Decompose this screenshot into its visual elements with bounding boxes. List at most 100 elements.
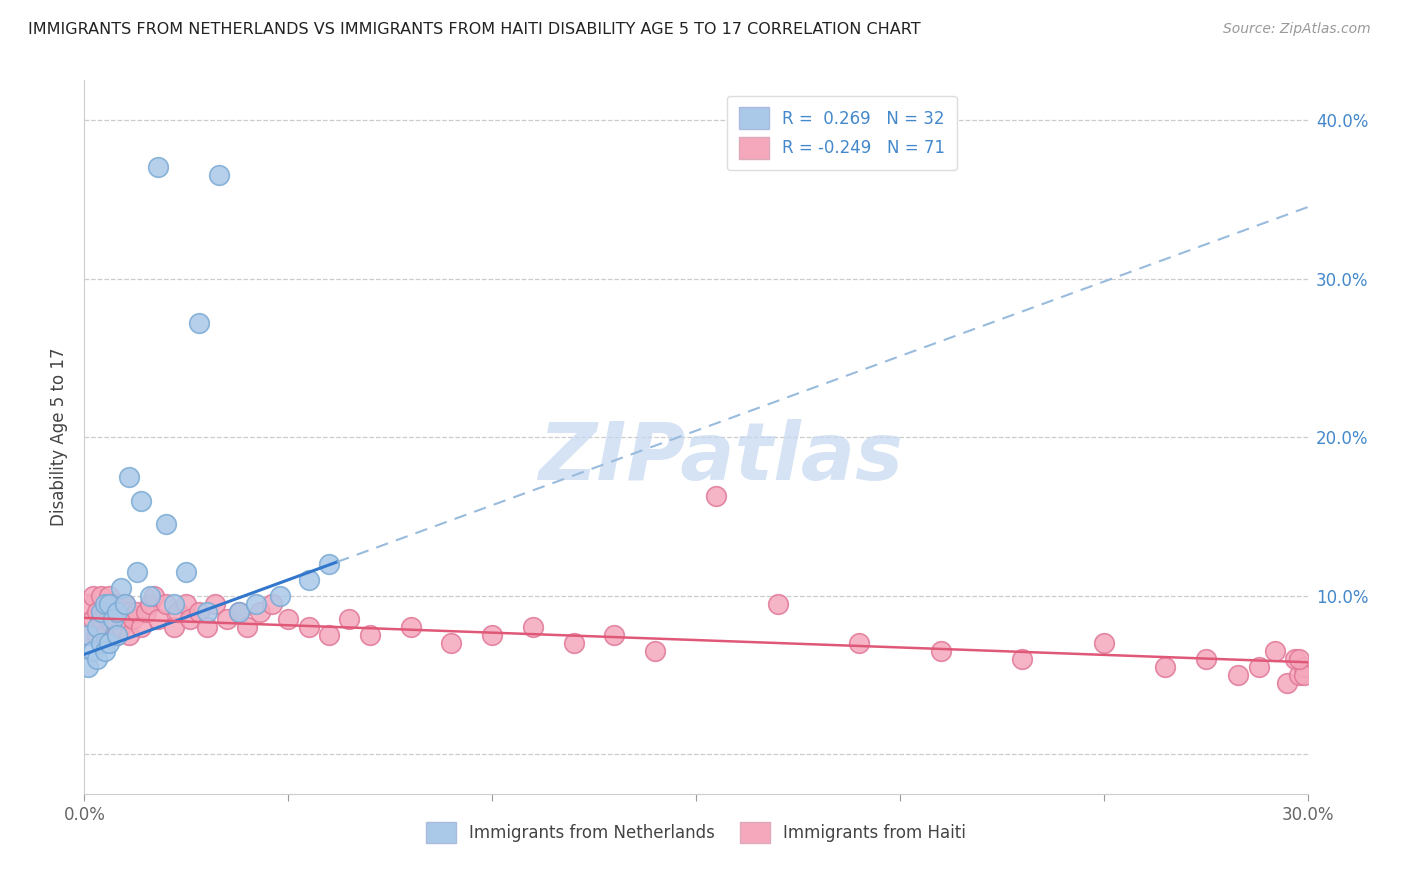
Point [1288, 668, 1310, 682]
Point [118, 628, 141, 642]
Point [249, 605, 271, 619]
Point [110, 597, 132, 611]
Point [122, 612, 145, 626]
Point [93, 628, 115, 642]
Point [1195, 652, 1218, 666]
Point [101, 597, 124, 611]
Point [114, 597, 136, 611]
Point [97, 612, 120, 626]
Point [706, 489, 728, 503]
Point [179, 612, 201, 626]
Point [93, 605, 115, 619]
Point [195, 605, 218, 619]
Point [110, 581, 132, 595]
Point [82, 644, 104, 658]
Point [127, 565, 149, 579]
Point [82, 589, 104, 603]
Point [131, 493, 153, 508]
Point [110, 620, 132, 634]
Point [228, 605, 250, 619]
Point [90, 612, 112, 626]
Point [135, 605, 157, 619]
Point [1264, 644, 1286, 658]
Point [77, 597, 100, 611]
Point [1092, 636, 1115, 650]
Point [118, 605, 141, 619]
Point [217, 612, 239, 626]
Point [86, 652, 108, 666]
Point [90, 636, 112, 650]
Point [481, 628, 503, 642]
Point [105, 605, 128, 619]
Point [86, 620, 108, 634]
Point [114, 612, 136, 626]
Point [77, 628, 100, 642]
Point [1154, 660, 1177, 674]
Point [318, 628, 340, 642]
Point [1011, 652, 1033, 666]
Point [1277, 676, 1299, 690]
Point [228, 605, 250, 619]
Point [86, 628, 108, 642]
Point [155, 597, 177, 611]
Point [195, 620, 218, 634]
Point [1284, 652, 1306, 666]
Point [77, 660, 100, 674]
Point [1247, 660, 1270, 674]
Point [522, 620, 544, 634]
Point [929, 644, 952, 658]
Point [86, 605, 108, 619]
Point [138, 589, 160, 603]
Point [187, 316, 209, 330]
Point [208, 169, 231, 183]
Point [114, 597, 136, 611]
Point [90, 605, 112, 619]
Point [127, 605, 149, 619]
Point [1292, 660, 1315, 674]
Point [101, 620, 124, 634]
Point [93, 597, 115, 611]
Point [138, 597, 160, 611]
Point [163, 620, 186, 634]
Point [146, 612, 169, 626]
Point [318, 557, 340, 571]
Point [277, 612, 299, 626]
Point [245, 597, 267, 611]
Text: ZIPatlas: ZIPatlas [538, 419, 903, 498]
Point [187, 605, 209, 619]
Point [97, 597, 120, 611]
Point [260, 597, 283, 611]
Point [236, 620, 259, 634]
Point [174, 565, 197, 579]
Point [174, 597, 197, 611]
Legend: Immigrants from Netherlands, Immigrants from Haiti: Immigrants from Netherlands, Immigrants … [419, 815, 973, 850]
Point [204, 597, 226, 611]
Point [440, 636, 463, 650]
Text: Source: ZipAtlas.com: Source: ZipAtlas.com [1223, 22, 1371, 37]
Point [269, 589, 291, 603]
Point [97, 636, 120, 650]
Point [1227, 668, 1250, 682]
Point [1288, 652, 1310, 666]
Point [105, 605, 128, 619]
Point [399, 620, 422, 634]
Point [603, 628, 626, 642]
Point [167, 605, 190, 619]
Point [339, 612, 361, 626]
Point [101, 612, 124, 626]
Point [90, 589, 112, 603]
Point [82, 612, 104, 626]
Point [131, 620, 153, 634]
Point [146, 161, 169, 175]
Point [142, 589, 165, 603]
Point [644, 644, 666, 658]
Point [105, 628, 128, 642]
Point [298, 620, 321, 634]
Point [1292, 668, 1315, 682]
Point [97, 589, 120, 603]
Point [562, 636, 585, 650]
Point [298, 573, 321, 587]
Point [155, 517, 177, 532]
Point [105, 628, 128, 642]
Point [118, 469, 141, 483]
